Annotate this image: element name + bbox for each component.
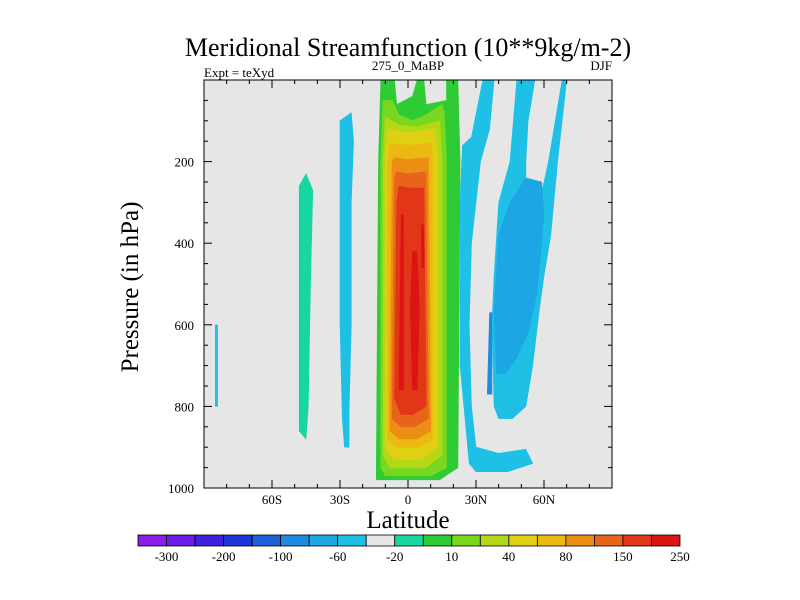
colorbar-label: 80 xyxy=(559,549,572,564)
x-tick-label: 60N xyxy=(533,492,556,507)
colorbar-swatch xyxy=(365,534,396,547)
colorbar-label: 250 xyxy=(670,549,690,564)
chart-title: Meridional Streamfunction (10**9kg/m-2) xyxy=(185,33,631,62)
colorbar-swatch xyxy=(394,534,424,547)
colorbar-swatch xyxy=(536,534,567,547)
colorbar-swatch xyxy=(508,534,538,547)
plot-area: 60S 30S 0 30N 60N 200 400 600 800 1000 xyxy=(168,79,613,507)
colorbar-swatch xyxy=(422,534,453,547)
colorbar-label: 40 xyxy=(502,549,515,564)
colorbar-swatch xyxy=(137,534,167,547)
colorbar-swatch xyxy=(280,534,310,547)
colorbar-label: -60 xyxy=(329,549,346,564)
colorbar-swatch xyxy=(622,534,652,547)
colorbar-swatch xyxy=(451,534,481,547)
colorbar-label: -300 xyxy=(155,549,179,564)
colorbar-label: 10 xyxy=(445,549,458,564)
y-tick-label: 400 xyxy=(175,236,195,251)
contour-region-16 xyxy=(298,173,314,440)
contour-region-13 xyxy=(493,177,545,375)
x-tick-label: 30N xyxy=(465,492,488,507)
colorbar-swatch xyxy=(651,534,681,547)
colorbar-swatch xyxy=(223,534,253,547)
x-tick-label: 60S xyxy=(262,492,282,507)
x-tick-label: 30S xyxy=(330,492,350,507)
colorbar-swatch xyxy=(194,534,224,547)
y-tick-label: 800 xyxy=(175,399,195,414)
colorbar-label: 150 xyxy=(613,549,633,564)
colorbar-label: -20 xyxy=(386,549,403,564)
y-tick-label: 600 xyxy=(175,318,195,333)
colorbar-swatch xyxy=(479,534,510,547)
colorbar-swatch xyxy=(308,534,339,547)
colorbar-swatch xyxy=(337,534,367,547)
chart-subtitle-left: Expt = teXyd xyxy=(204,65,275,80)
contour-regions xyxy=(215,79,568,481)
colorbar-labels: -300 -200 -100 -60 -20 10 40 80 150 250 xyxy=(155,549,690,564)
colorbar xyxy=(137,534,681,547)
colorbar-label: -200 xyxy=(212,549,236,564)
contour-region-15 xyxy=(339,112,354,448)
x-axis-label: Latitude xyxy=(366,507,449,534)
y-tick-label: 200 xyxy=(175,155,195,170)
colorbar-swatch xyxy=(594,534,624,547)
colorbar-swatch xyxy=(166,534,196,547)
y-tick-label: 1000 xyxy=(168,481,194,496)
contour-region-14 xyxy=(486,312,493,395)
colorbar-swatch xyxy=(565,534,595,547)
chart-subtitle-center: 275_0_MaBP xyxy=(372,58,444,73)
colorbar-label: -100 xyxy=(269,549,293,564)
contour-region-8 xyxy=(398,214,404,391)
colorbar-swatch xyxy=(251,534,282,547)
x-tick-label: 0 xyxy=(405,492,412,507)
y-axis-label: Pressure (in hPa) xyxy=(117,202,144,373)
x-axis-ticks: 60S 30S 0 30N 60N xyxy=(226,80,590,507)
contour-region-17 xyxy=(215,324,218,407)
contour-region-10 xyxy=(421,222,425,269)
chart-subtitle-right: DJF xyxy=(590,58,612,73)
y-axis-ticks: 200 400 600 800 1000 xyxy=(168,99,612,496)
contour-region-9 xyxy=(409,251,420,391)
